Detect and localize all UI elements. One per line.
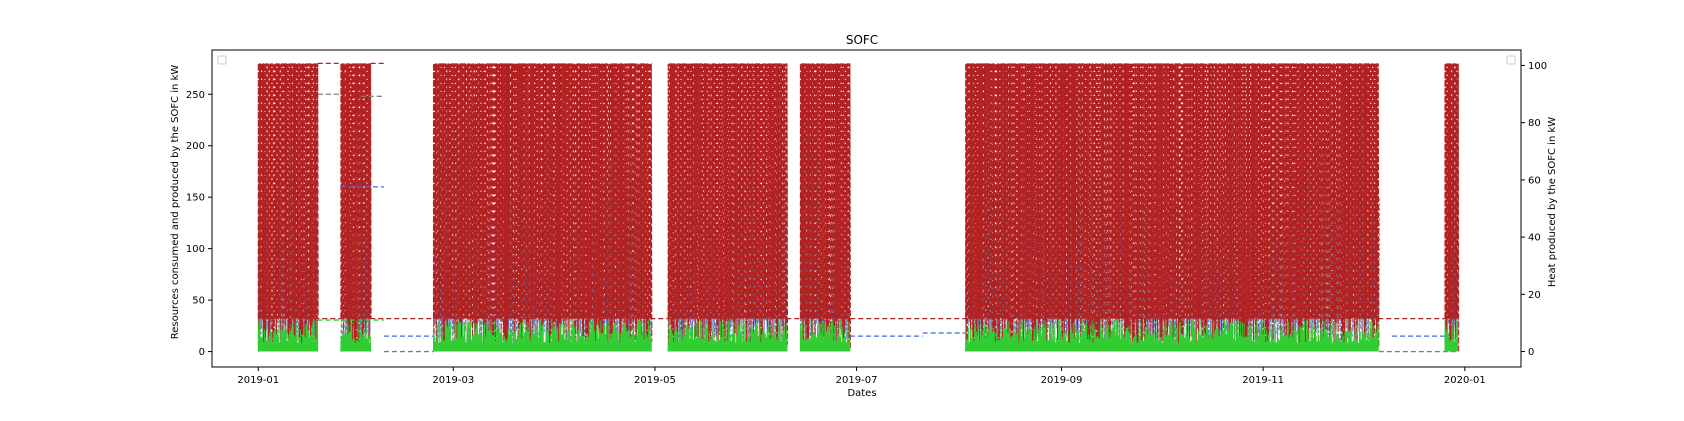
y-tick-label-left: 50 (192, 296, 205, 307)
x-tick-label: 2019-05 (634, 375, 676, 386)
y-tick-label-right: 100 (1528, 61, 1547, 72)
red-series-segment (432, 63, 653, 352)
y-tick-label-right: 80 (1528, 118, 1541, 129)
green-series-segment (257, 320, 319, 352)
y-axis-label-left: Resources consumed and produced by the S… (170, 65, 181, 340)
green-series-segment (667, 320, 788, 352)
y-tick-label-left: 250 (186, 90, 205, 101)
green-series-segment (1061, 320, 1379, 352)
red-series-segment (965, 63, 1063, 352)
green-series-segment (965, 320, 1062, 352)
y-tick-label-right: 0 (1528, 347, 1534, 358)
y-tick-label-left: 150 (186, 193, 205, 204)
legend-box-left (217, 55, 227, 65)
red-series-segment (257, 63, 319, 352)
y-tick-label-left: 0 (199, 347, 205, 358)
legend-box-right (1506, 55, 1516, 65)
y-tick-label-right: 20 (1528, 290, 1541, 301)
x-tick-label: 2019-11 (1242, 375, 1284, 386)
y-tick-label-left: 100 (186, 244, 205, 255)
x-tick-label: 2019-07 (836, 375, 878, 386)
y-tick-label-left: 200 (186, 141, 205, 152)
x-tick-label: 2019-01 (237, 375, 279, 386)
green-series-segment (799, 320, 851, 352)
green-series-segment (340, 321, 372, 352)
chart-title: SOFC (846, 33, 878, 47)
red-series-segment (799, 63, 851, 351)
red-series-segment (667, 63, 789, 352)
gray-series-segment (340, 70, 371, 352)
red-series-segment (1060, 63, 1380, 352)
y-tick-label-right: 60 (1528, 175, 1541, 186)
y-axis-label-right: Heat produced by the SOFC in kW (1547, 117, 1558, 287)
x-tick-label: 2020-01 (1444, 375, 1486, 386)
y-tick-label-right: 40 (1528, 233, 1541, 244)
x-tick-label: 2019-03 (432, 375, 474, 386)
red-series-segment (1444, 63, 1460, 352)
plot-frame (211, 49, 1522, 368)
x-axis-label: Dates (847, 388, 876, 399)
green-series-segment (433, 320, 652, 352)
x-tick-label: 2019-09 (1041, 375, 1083, 386)
green-series-segment (1444, 320, 1459, 352)
